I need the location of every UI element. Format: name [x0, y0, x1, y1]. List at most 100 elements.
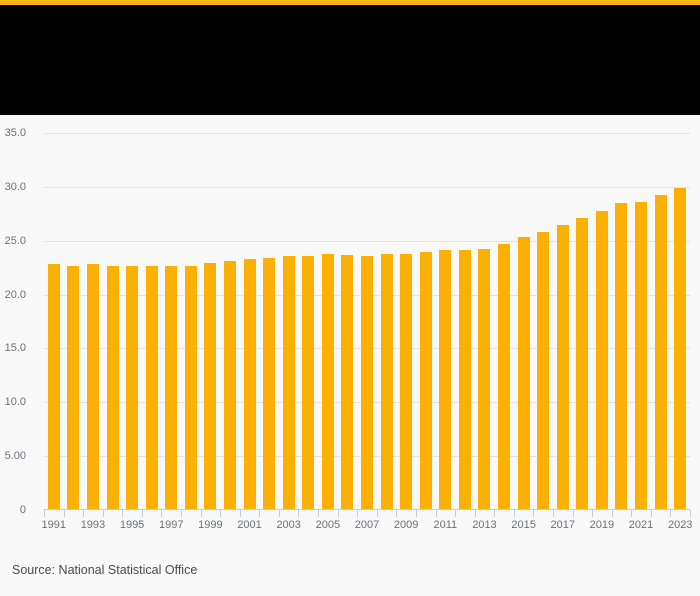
x-axis-tick: [239, 510, 241, 517]
x-axis-tick: [690, 510, 691, 517]
x-axis-tick: [102, 510, 104, 517]
x-axis-tick: [435, 510, 437, 517]
x-axis-tick-label: 2005: [315, 519, 341, 531]
x-axis-tick: [650, 510, 652, 517]
bar[interactable]: [615, 203, 628, 510]
bar[interactable]: [400, 253, 413, 510]
x-axis-tick-label: 1993: [80, 519, 106, 531]
bar[interactable]: [478, 249, 491, 510]
x-axis-tick-label: 1991: [41, 519, 67, 531]
x-axis-tick: [415, 510, 417, 517]
x-axis-tick: [161, 510, 163, 517]
y-axis-tick-label: 20.0: [4, 288, 26, 301]
x-axis-tick: [298, 510, 300, 517]
x-axis-tick-label: 2001: [237, 519, 262, 531]
x-axis-tick: [455, 510, 457, 517]
x-axis-tick-label: 2011: [433, 519, 458, 531]
axis-baseline: [44, 509, 690, 510]
x-axis-tick: [592, 510, 594, 517]
x-axis-tick: [552, 510, 554, 517]
bar[interactable]: [165, 265, 178, 510]
x-axis-tick-label: 2017: [550, 519, 575, 531]
x-axis-tick: [63, 510, 65, 517]
x-axis-tick-label: 2007: [354, 519, 380, 531]
bar[interactable]: [635, 201, 648, 510]
bar[interactable]: [263, 257, 276, 510]
bar[interactable]: [86, 264, 99, 510]
x-axis-tick-label: 2013: [472, 519, 497, 531]
bar[interactable]: [282, 255, 295, 510]
bar[interactable]: [106, 265, 119, 510]
header-band: [0, 0, 700, 115]
x-axis-tick: [494, 510, 496, 517]
x-axis-tick: [572, 510, 574, 517]
bar-chart: 0 5.00 10.0 15.0 20.0 25.0 30.0 35.0 1991 1993 19…: [0, 115, 700, 555]
accent-stripe: [0, 0, 700, 5]
gridline: [44, 186, 690, 188]
y-axis-tick-label: 15.0: [4, 342, 26, 355]
x-axis-tick-label: 1995: [119, 519, 145, 531]
x-axis-tick-label: 2009: [393, 519, 419, 531]
x-axis-tick: [141, 510, 143, 517]
x-axis-tick: [611, 510, 613, 517]
bar[interactable]: [204, 263, 217, 510]
bar[interactable]: [223, 261, 236, 510]
bar[interactable]: [517, 237, 530, 510]
x-axis-tick: [376, 510, 378, 517]
bar[interactable]: [595, 210, 608, 510]
bar[interactable]: [243, 259, 256, 510]
bar[interactable]: [321, 253, 334, 510]
x-axis-tick: [337, 510, 339, 517]
bar[interactable]: [361, 255, 373, 510]
gridline: [44, 133, 690, 134]
x-axis-tick: [83, 510, 85, 517]
y-axis-tick-label: 10.0: [4, 396, 26, 409]
x-axis: 1991 1993 1995 1997 1999 2001 2003 2005 2007 2009…: [42, 510, 692, 555]
bar[interactable]: [302, 255, 315, 510]
x-axis-tick: [670, 510, 672, 517]
x-axis-tick: [44, 510, 45, 517]
bar[interactable]: [380, 253, 393, 510]
bar[interactable]: [419, 251, 432, 510]
x-axis-tick: [259, 510, 261, 517]
x-axis-tick-label: 1999: [198, 519, 223, 531]
bar[interactable]: [674, 187, 687, 510]
y-axis-tick-label: 25.0: [4, 234, 26, 247]
x-axis-tick-label: 2003: [276, 519, 301, 531]
plot-area: 0 5.00 10.0 15.0 20.0 25.0 30.0 35.0: [5, 127, 690, 516]
y-axis-tick-label: 5.00: [4, 450, 26, 463]
bar[interactable]: [537, 232, 550, 510]
x-axis-tick: [200, 510, 202, 517]
y-axis-tick-label: 0: [19, 504, 26, 516]
bar[interactable]: [184, 265, 197, 510]
bar[interactable]: [341, 254, 354, 510]
bar[interactable]: [145, 265, 158, 510]
bar[interactable]: [556, 224, 569, 510]
x-axis-tick: [357, 510, 359, 517]
x-axis-tick: [474, 510, 476, 517]
y-axis-tick-label: 30.0: [4, 180, 26, 193]
x-axis-tick: [513, 510, 515, 517]
x-axis-tick: [631, 510, 633, 517]
x-axis-tick-label: 2019: [589, 519, 615, 531]
x-axis-tick: [318, 510, 320, 517]
bar[interactable]: [654, 195, 667, 510]
x-axis-tick: [220, 510, 222, 517]
bar[interactable]: [576, 218, 589, 510]
bar[interactable]: [67, 265, 80, 510]
x-axis-tick-label: 2023: [667, 519, 693, 531]
x-axis-tick: [278, 510, 280, 517]
x-axis-tick: [396, 510, 398, 517]
x-axis-tick-label: 1997: [158, 519, 184, 531]
bar[interactable]: [458, 250, 471, 510]
x-axis-tick-label: 2021: [628, 519, 654, 531]
bar[interactable]: [126, 265, 139, 510]
x-axis-tick: [533, 510, 535, 517]
x-axis-tick-label: 2015: [511, 519, 536, 531]
bar[interactable]: [498, 243, 511, 510]
bar[interactable]: [47, 264, 60, 510]
bar[interactable]: [439, 250, 452, 510]
x-axis-tick: [181, 510, 183, 517]
source-note: Source: National Statistical Office: [12, 563, 198, 577]
